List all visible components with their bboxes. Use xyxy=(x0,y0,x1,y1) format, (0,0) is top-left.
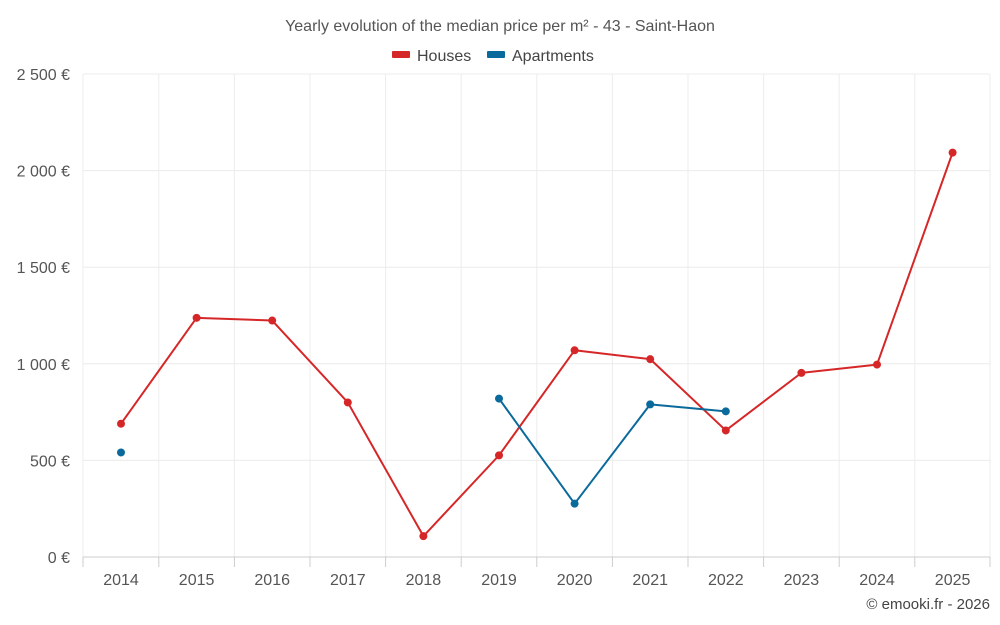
data-point-houses[interactable] xyxy=(797,368,806,377)
data-point-houses[interactable] xyxy=(419,532,428,541)
data-point-houses[interactable] xyxy=(948,148,957,157)
legend: Houses Apartments xyxy=(392,48,594,65)
x-tick-label: 2024 xyxy=(859,572,895,589)
x-tick-label: 2016 xyxy=(254,572,290,589)
x-tick-label: 2025 xyxy=(935,572,971,589)
data-point-houses[interactable] xyxy=(646,355,655,364)
x-axis-ticks: 2014 2015 2016 2017 2018 2019 2020 2021 2022 2023… xyxy=(82,557,991,589)
data-point-houses[interactable] xyxy=(495,451,503,460)
data-point-apartments[interactable] xyxy=(117,448,125,457)
series-houses xyxy=(117,148,957,541)
x-tick-label: 2014 xyxy=(103,572,139,589)
legend-swatch-apartments[interactable] xyxy=(487,51,505,58)
x-tick-label: 2015 xyxy=(179,572,215,589)
y-tick-label: 1 500 € xyxy=(17,260,70,277)
x-tick-label: 2018 xyxy=(406,572,442,589)
data-point-houses[interactable] xyxy=(721,426,730,435)
data-point-houses[interactable] xyxy=(343,398,352,407)
y-tick-label: 500 € xyxy=(30,453,70,470)
x-gridlines xyxy=(82,74,991,557)
y-tick-label: 2 500 € xyxy=(17,67,70,84)
data-point-apartments[interactable] xyxy=(495,394,503,403)
data-point-houses[interactable] xyxy=(570,346,579,355)
data-point-houses[interactable] xyxy=(117,419,125,428)
series-line-apartments xyxy=(498,397,726,505)
data-point-houses[interactable] xyxy=(192,313,201,322)
series-apartments xyxy=(117,394,730,508)
data-point-apartments[interactable] xyxy=(721,407,730,416)
chart-title: Yearly evolution of the median price per… xyxy=(285,18,715,35)
y-axis-ticks: 0 € 500 € 1 000 € 1 500 € 2 000 € 2 500 € xyxy=(17,67,70,567)
x-tick-label: 2023 xyxy=(784,572,820,589)
credit-text: © emooki.fr - 2026 xyxy=(866,596,990,613)
data-point-apartments[interactable] xyxy=(646,400,655,409)
x-tick-label: 2017 xyxy=(330,572,366,589)
y-tick-label: 1 000 € xyxy=(17,357,70,374)
x-tick-label: 2021 xyxy=(632,572,668,589)
legend-swatch-houses[interactable] xyxy=(392,51,410,58)
series xyxy=(117,148,957,541)
x-tick-label: 2022 xyxy=(708,572,744,589)
data-point-houses[interactable] xyxy=(873,360,881,369)
series-line-houses xyxy=(120,152,954,538)
data-point-apartments[interactable] xyxy=(570,499,579,508)
legend-label-apartments[interactable]: Apartments xyxy=(512,48,594,65)
y-tick-label: 0 € xyxy=(48,550,70,567)
x-tick-label: 2020 xyxy=(557,572,593,589)
legend-label-houses[interactable]: Houses xyxy=(417,48,471,65)
x-tick-label: 2019 xyxy=(481,572,517,589)
data-point-houses[interactable] xyxy=(268,316,277,325)
y-tick-label: 2 000 € xyxy=(17,164,70,181)
